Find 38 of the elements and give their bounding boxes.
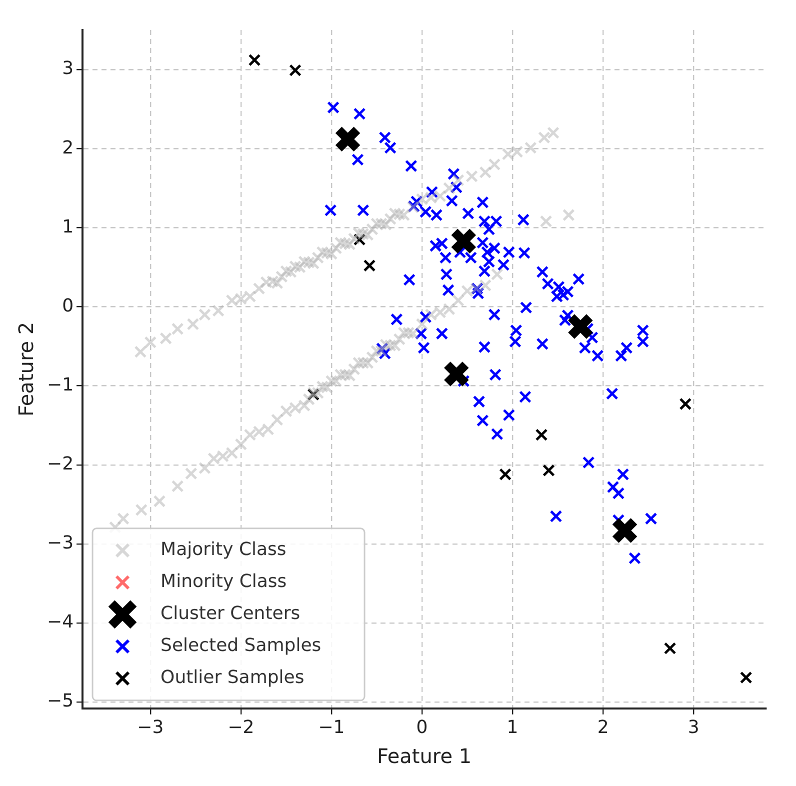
point bbox=[248, 54, 261, 66]
y-tick-label: −2 bbox=[46, 454, 74, 475]
y-tick-label: −5 bbox=[46, 690, 74, 712]
point bbox=[353, 233, 366, 246]
point bbox=[679, 398, 692, 410]
point bbox=[542, 464, 555, 477]
y-axis-title: Feature 2 bbox=[14, 322, 38, 417]
point bbox=[566, 312, 594, 340]
point bbox=[664, 642, 676, 655]
point bbox=[289, 64, 302, 77]
y-tick-label: 1 bbox=[62, 216, 74, 238]
y-tick-label: −3 bbox=[46, 532, 74, 554]
x-tick-label: 2 bbox=[597, 716, 609, 738]
x-tick-label: −3 bbox=[137, 716, 164, 738]
y-tick-label: −1 bbox=[46, 374, 74, 396]
point bbox=[611, 516, 638, 544]
legend-label: Outlier Samples bbox=[160, 667, 304, 688]
x-tick-label: 1 bbox=[506, 716, 518, 738]
y-tick-label: −4 bbox=[46, 612, 74, 633]
point bbox=[740, 671, 752, 684]
x-tick-label: 3 bbox=[688, 716, 700, 738]
point bbox=[363, 259, 376, 272]
x-tick-label: −2 bbox=[228, 716, 254, 738]
legend-label: Minority Class bbox=[160, 571, 287, 592]
point bbox=[450, 227, 478, 255]
point bbox=[535, 428, 548, 442]
x-tick-label: 0 bbox=[416, 716, 428, 738]
y-tick-label: 0 bbox=[62, 295, 74, 316]
x-axis-title: Feature 1 bbox=[376, 744, 472, 768]
x-tick-label: −1 bbox=[318, 716, 345, 738]
point bbox=[442, 360, 470, 388]
point bbox=[334, 125, 362, 153]
y-tick-label: 3 bbox=[62, 58, 74, 80]
legend-label: Selected Samples bbox=[160, 635, 322, 656]
point bbox=[499, 468, 512, 481]
legend-label: Cluster Centers bbox=[160, 603, 300, 624]
y-tick-label: 2 bbox=[62, 137, 74, 158]
legend-label: Majority Class bbox=[160, 539, 286, 560]
